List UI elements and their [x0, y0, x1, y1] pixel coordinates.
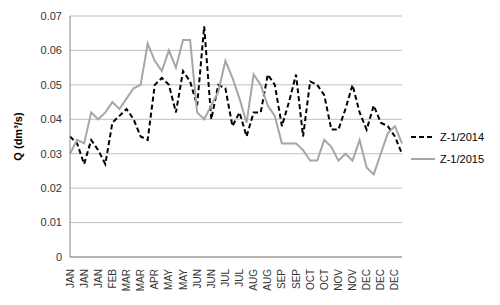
svg-text:0: 0 — [56, 251, 62, 263]
svg-text:0.06: 0.06 — [41, 44, 62, 56]
svg-text:DEC: DEC — [375, 269, 386, 290]
svg-text:JUL: JUL — [220, 269, 231, 287]
html-text:Z-1/2014: Z-1/2014 — [440, 130, 484, 143]
svg-text:NOV: NOV — [333, 269, 344, 291]
svg-text:0.01: 0.01 — [41, 216, 62, 228]
svg-text:SEP: SEP — [276, 269, 287, 289]
svg-text:AUG: AUG — [248, 269, 259, 291]
svg-text:OCT: OCT — [305, 269, 316, 290]
svg-text:0.07: 0.07 — [41, 10, 62, 22]
svg-text:DEC: DEC — [361, 269, 372, 290]
svg-text:MAY: MAY — [163, 269, 174, 290]
svg-text:AUG: AUG — [262, 269, 273, 291]
svg-text:0.02: 0.02 — [41, 182, 62, 194]
svg-text:MAY: MAY — [178, 269, 189, 290]
svg-text:MAR: MAR — [121, 269, 132, 291]
svg-text:NOV: NOV — [347, 269, 358, 291]
svg-text:APR: APR — [149, 269, 160, 290]
svg-text:OCT: OCT — [319, 269, 330, 290]
svg-text:MAR: MAR — [135, 269, 146, 291]
svg-text:DEC: DEC — [389, 269, 400, 290]
svg-text:JAN: JAN — [79, 269, 90, 288]
svg-text:JUN: JUN — [192, 269, 203, 288]
svg-text:SEP: SEP — [291, 269, 302, 289]
svg-text:0.04: 0.04 — [41, 113, 62, 125]
svg-text:JAN: JAN — [93, 269, 104, 288]
svg-text:JAN: JAN — [65, 269, 76, 288]
svg-text:Q (dm³/s): Q (dm³/s) — [12, 112, 24, 161]
svg-text:0.05: 0.05 — [41, 79, 62, 91]
svg-text:JUN: JUN — [206, 269, 217, 288]
svg-text:0.03: 0.03 — [41, 148, 62, 160]
html-text:Z-1/2015: Z-1/2015 — [440, 152, 484, 165]
svg-text:FEB: FEB — [107, 269, 118, 289]
svg-text:JUL: JUL — [234, 269, 245, 287]
